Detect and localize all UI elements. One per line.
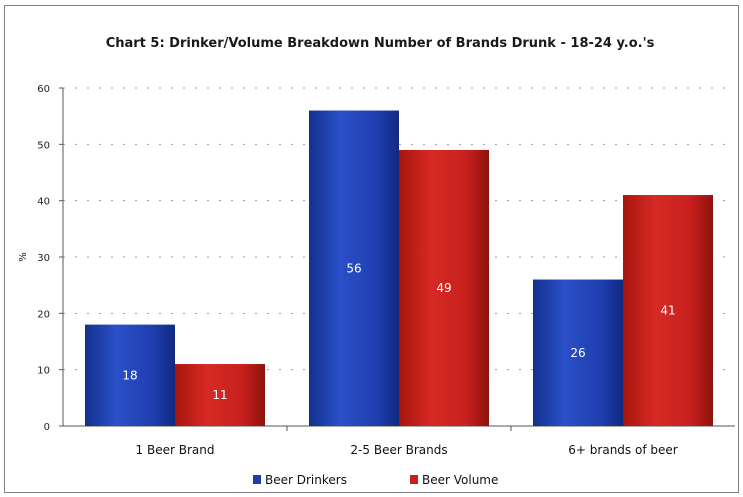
data-label: 18 <box>122 368 137 382</box>
data-label: 26 <box>570 346 585 360</box>
category-labels: 1 Beer Brand 2-5 Beer Brands 6+ brands of … <box>136 443 678 457</box>
category-label: 2-5 Beer Brands <box>350 443 447 457</box>
bar <box>399 149 489 426</box>
data-label: 49 <box>436 281 451 295</box>
data-label: 41 <box>660 304 675 318</box>
chart-title: Chart 5: Drinker/Volume Breakdown Number… <box>106 36 655 51</box>
bar <box>623 195 713 426</box>
y-tick-label: 50 <box>37 140 50 151</box>
y-tick-label: 10 <box>37 366 50 377</box>
y-tick-label: 0 <box>44 422 50 433</box>
category-label: 6+ brands of beer <box>568 443 677 457</box>
y-tick-label: 30 <box>37 253 50 264</box>
legend: Beer Drinkers Beer Volume <box>253 473 498 487</box>
y-tick-label: 40 <box>37 197 50 208</box>
data-label: 11 <box>212 388 227 402</box>
legend-swatch <box>410 475 418 484</box>
bar <box>175 364 265 426</box>
bar <box>309 110 399 427</box>
legend-label: Beer Drinkers <box>265 473 347 487</box>
bars <box>85 110 713 427</box>
data-label: 56 <box>346 261 361 275</box>
y-axis-label: % <box>18 252 29 262</box>
bar <box>85 324 175 426</box>
data-labels: 18 11 56 49 26 41 <box>122 261 675 402</box>
y-tick-label: 20 <box>37 309 50 320</box>
category-label: 1 Beer Brand <box>136 443 215 457</box>
legend-label: Beer Volume <box>422 473 498 487</box>
bar <box>533 279 623 426</box>
legend-swatch <box>253 475 261 484</box>
y-tick-label: 60 <box>37 84 50 95</box>
